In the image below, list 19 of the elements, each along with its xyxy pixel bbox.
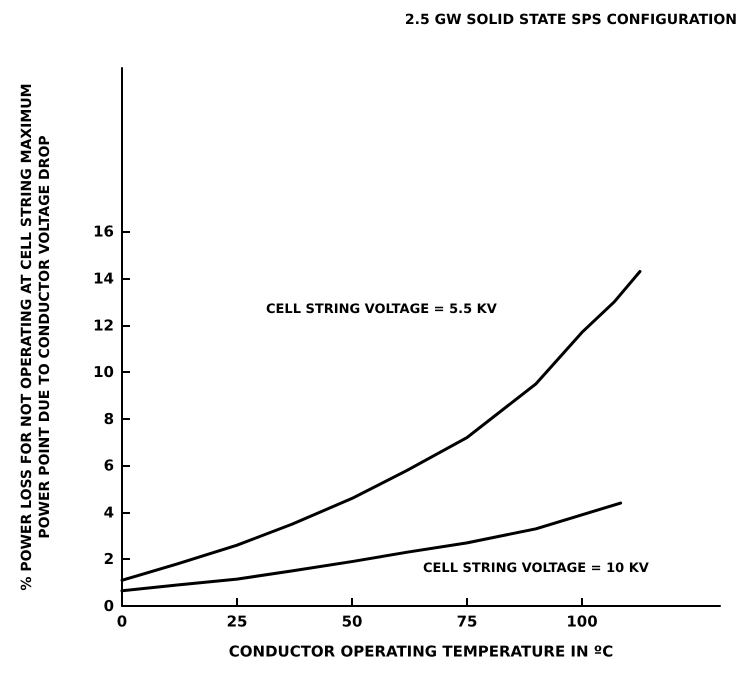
- y-tick-label: 2: [104, 550, 114, 568]
- x-tick-label: 50: [342, 612, 362, 630]
- x-tick-label: 100: [566, 612, 598, 630]
- annotation: CELL STRING VOLTAGE = 10 KV: [423, 561, 649, 576]
- y-tick-label: 8: [104, 410, 114, 428]
- x-tick-label: 75: [456, 612, 478, 630]
- y-tick-label: 4: [104, 503, 114, 522]
- y-tick-label: 14: [93, 270, 114, 288]
- y-tick-label: 0: [104, 597, 114, 615]
- y-tick-label: 12: [93, 316, 114, 334]
- y-tick-label: 6: [104, 456, 114, 475]
- y-axis-title: % POWER LOSS FOR NOT OPERATING AT CELL STRING MAXIMUM POWER POINT DUE TO CONDUCTOR VOLTAGE DROP: [19, 83, 53, 591]
- y-tick-label: 16: [93, 222, 114, 241]
- annotation: CELL STRING VOLTAGE = 5.5 KV: [266, 302, 497, 317]
- chart-title: 2.5 GW SOLID STATE SPS CONFIGURATION: [404, 12, 738, 28]
- x-axis-title: CONDUCTOR OPERATING TEMPERATURE IN ºC: [228, 642, 614, 660]
- x-tick-label: 25: [226, 612, 248, 630]
- x-tick-label: 0: [116, 612, 128, 630]
- y-tick-label: 10: [93, 363, 114, 382]
